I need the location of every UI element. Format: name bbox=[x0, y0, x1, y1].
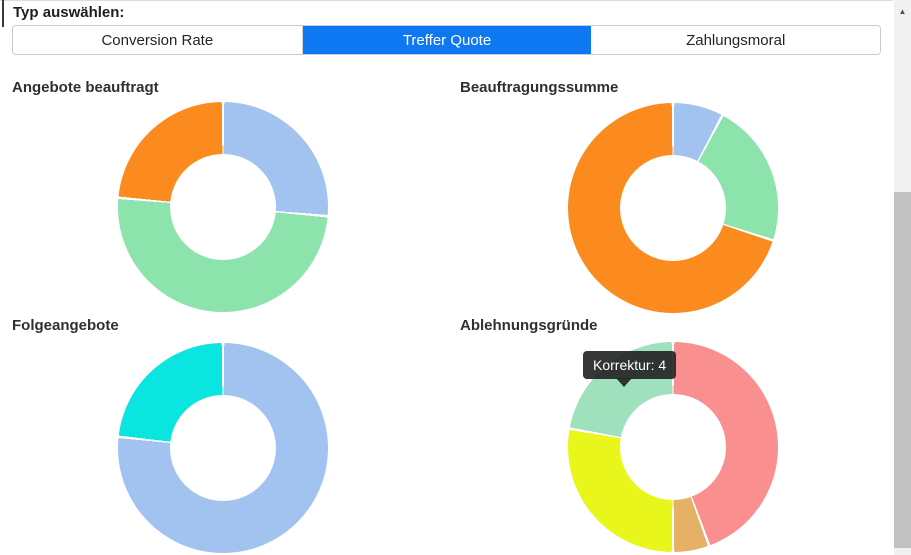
chart-title-ablehnungsgruende: Ablehnungsgründe bbox=[460, 317, 598, 334]
scrollbar-up-arrow-icon[interactable]: ▲ bbox=[898, 6, 907, 16]
tab-treffer-quote[interactable]: Treffer Quote bbox=[302, 26, 592, 54]
tab-treffer-quote-label: Treffer Quote bbox=[402, 31, 492, 49]
chart-tooltip: Korrektur: 4 bbox=[583, 351, 677, 387]
tab-zahlungsmoral[interactable]: Zahlungsmoral bbox=[591, 26, 880, 54]
container-left-border-fragment bbox=[2, 0, 4, 27]
tab-conversion-rate-label: Conversion Rate bbox=[101, 31, 214, 49]
type-select-label: Typ auswählen: bbox=[13, 4, 125, 21]
chart-title-beauftragungssumme: Beauftragungssumme bbox=[460, 79, 619, 96]
scrollbar-thumb[interactable] bbox=[894, 192, 911, 548]
donut-hole bbox=[170, 154, 276, 260]
tab-conversion-rate[interactable]: Conversion Rate bbox=[13, 26, 303, 54]
donut-chart-angebote-beauftragt[interactable] bbox=[118, 102, 328, 312]
donut-hole bbox=[620, 394, 726, 500]
donut-chart-folgeangebote[interactable] bbox=[118, 343, 328, 553]
chart-tooltip-text: Korrektur: 4 bbox=[593, 357, 667, 373]
chart-title-folgeangebote: Folgeangebote bbox=[12, 317, 119, 334]
container-top-border bbox=[0, 0, 893, 1]
donut-hole bbox=[620, 155, 726, 261]
chart-type-tab-group: Conversion Rate Treffer Quote Zahlungsmo… bbox=[12, 25, 881, 55]
tab-zahlungsmoral-label: Zahlungsmoral bbox=[686, 31, 786, 49]
chart-title-angebote-beauftragt: Angebote beauftragt bbox=[12, 79, 159, 96]
vertical-scrollbar[interactable]: ▲ bbox=[894, 0, 911, 555]
donut-hole bbox=[170, 395, 276, 501]
tooltip-caret-icon bbox=[616, 378, 632, 387]
donut-chart-beauftragungssumme[interactable] bbox=[568, 103, 778, 313]
